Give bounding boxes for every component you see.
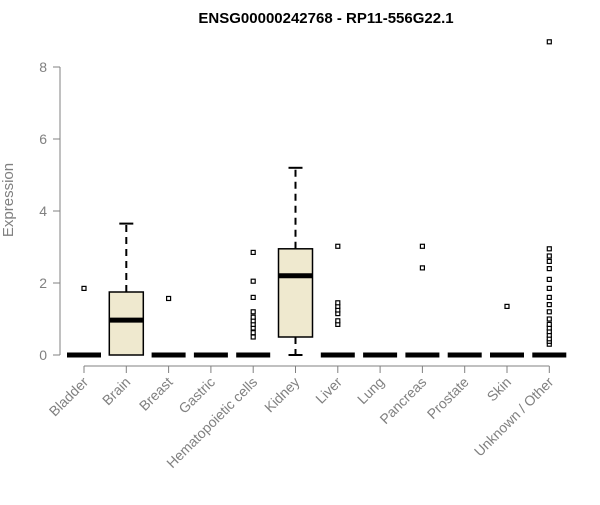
y-tick-label: 8 [39, 59, 47, 75]
y-axis-title: Expression [0, 163, 17, 237]
outlier-point [546, 258, 552, 264]
outlier-point [546, 321, 552, 327]
outlier-point [250, 278, 256, 284]
y-tick-label: 6 [39, 131, 47, 147]
box-rect [277, 248, 314, 338]
box-rect [108, 291, 145, 356]
outlier-point [250, 334, 256, 340]
outlier-point [419, 265, 425, 271]
outlier-point [250, 309, 256, 315]
outlier-point [546, 266, 552, 272]
box-unknown-other [532, 39, 567, 358]
outlier-point [419, 243, 425, 249]
box-breast [151, 295, 186, 358]
box-kidney [277, 166, 314, 356]
outlier-point [250, 330, 256, 336]
outlier-point [81, 285, 87, 291]
outlier-point [166, 295, 172, 302]
box-skin [490, 303, 524, 358]
x-tick-label: Prostate [424, 374, 472, 422]
box-bladder [67, 285, 101, 358]
y-axis: 0 2 4 6 8 [39, 59, 61, 363]
outlier-point [250, 249, 256, 255]
x-tick-label: Breast [136, 374, 176, 414]
outlier-point [250, 294, 256, 300]
box-liver [320, 243, 355, 358]
y-tick-label: 4 [39, 203, 47, 219]
outlier-point [335, 243, 341, 249]
x-tick-label: Brain [99, 374, 133, 408]
box-pancreas [405, 243, 440, 358]
x-tick-label: Unknown / Other [471, 374, 557, 460]
x-tick-label: Lung [354, 374, 387, 407]
outlier-point [546, 39, 552, 45]
outlier-point [546, 294, 552, 300]
outlier-point [335, 300, 341, 306]
outlier-point [546, 302, 552, 308]
y-tick-label: 2 [39, 275, 47, 291]
box-hematopoietic-cells [236, 249, 271, 358]
x-tick-label: Kidney [261, 374, 303, 416]
outlier-point [504, 303, 510, 309]
box-brain [108, 222, 145, 356]
chart-title: ENSG00000242768 - RP11-556G22.1 [198, 10, 453, 27]
outlier-point [546, 253, 552, 259]
outlier-point [546, 309, 552, 315]
x-tick-label: Pancreas [376, 374, 429, 427]
outlier-point [546, 246, 552, 252]
outlier-point [546, 285, 552, 291]
x-tick-label: Bladder [46, 374, 92, 420]
outlier-point [546, 276, 552, 282]
outlier-point [335, 318, 341, 324]
outlier-point [546, 316, 552, 322]
x-tick-label: Liver [312, 374, 345, 407]
x-tick-label: Skin [484, 374, 515, 405]
y-tick-label: 0 [39, 347, 47, 363]
outlier-point [250, 314, 256, 320]
plot-area [67, 39, 567, 358]
